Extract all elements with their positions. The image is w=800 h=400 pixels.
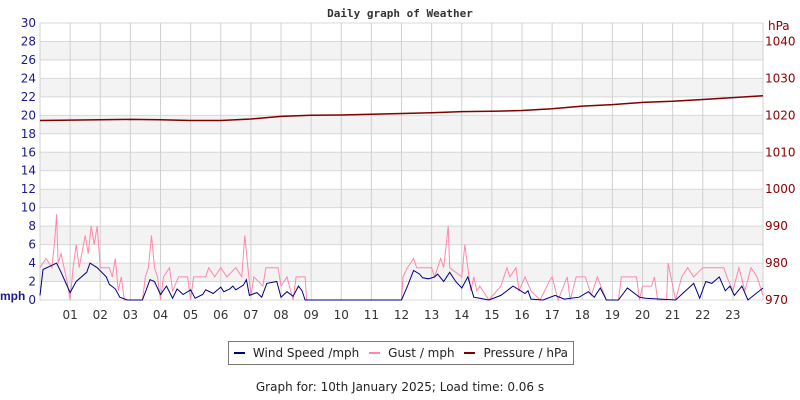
left-tick-label: 22 bbox=[21, 90, 36, 104]
pressure-swatch bbox=[464, 352, 476, 354]
right-tick-label: 1030 bbox=[765, 71, 796, 85]
x-tick-label: 05 bbox=[183, 308, 198, 322]
legend-label: Pressure / hPa bbox=[483, 346, 569, 360]
left-axis-label: mph bbox=[0, 289, 25, 303]
series-line-wind-speed bbox=[39, 262, 764, 301]
x-tick-label: 04 bbox=[153, 308, 168, 322]
wind-swatch bbox=[233, 352, 245, 354]
chart-title: Daily graph of Weather bbox=[327, 7, 473, 20]
series-lines bbox=[39, 95, 764, 302]
x-tick-label: 01 bbox=[62, 308, 77, 322]
grid bbox=[39, 22, 764, 301]
left-tick-label: 8 bbox=[28, 219, 36, 233]
x-tick-label: 10 bbox=[334, 308, 349, 322]
left-tick-label: 4 bbox=[28, 256, 36, 270]
x-tick-label: 21 bbox=[665, 308, 680, 322]
left-tick-label: 18 bbox=[21, 127, 36, 141]
right-tick-label: 970 bbox=[765, 293, 788, 307]
legend-item-pressure: Pressure / hPa bbox=[464, 346, 568, 360]
x-tick-label: 14 bbox=[454, 308, 469, 322]
axis-ticks: 0246810121416182022242628309709809901000… bbox=[21, 16, 796, 322]
legend-label: Gust / mph bbox=[388, 346, 455, 360]
left-tick-label: 0 bbox=[28, 293, 36, 307]
right-tick-label: 1000 bbox=[765, 182, 796, 196]
x-tick-label: 02 bbox=[93, 308, 108, 322]
legend-item-gust: Gust / mph bbox=[369, 346, 455, 360]
left-tick-label: 6 bbox=[28, 238, 36, 252]
x-tick-label: 22 bbox=[695, 308, 710, 322]
left-tick-label: 20 bbox=[21, 108, 36, 122]
x-tick-label: 20 bbox=[635, 308, 650, 322]
right-tick-label: 990 bbox=[765, 219, 788, 233]
x-tick-label: 03 bbox=[123, 308, 138, 322]
left-tick-label: 24 bbox=[21, 71, 36, 85]
x-tick-label: 15 bbox=[484, 308, 499, 322]
legend: Wind Speed /mph Gust / mph Pressure / hP… bbox=[228, 341, 574, 365]
x-tick-label: 13 bbox=[424, 308, 439, 322]
x-tick-label: 08 bbox=[273, 308, 288, 322]
footer-text: Graph for: 10th January 2025; Load time:… bbox=[255, 380, 545, 394]
left-tick-label: 10 bbox=[21, 201, 36, 215]
x-tick-label: 23 bbox=[725, 308, 740, 322]
right-tick-label: 1040 bbox=[765, 34, 796, 48]
x-tick-label: 12 bbox=[394, 308, 409, 322]
x-tick-label: 06 bbox=[213, 308, 228, 322]
legend-item-wind: Wind Speed /mph bbox=[233, 346, 360, 360]
x-tick-label: 17 bbox=[544, 308, 559, 322]
right-tick-label: 1020 bbox=[765, 108, 796, 122]
left-tick-label: 12 bbox=[21, 182, 36, 196]
x-tick-label: 11 bbox=[364, 308, 379, 322]
left-tick-label: 2 bbox=[28, 275, 36, 289]
left-tick-label: 14 bbox=[21, 164, 36, 178]
x-tick-label: 16 bbox=[514, 308, 529, 322]
left-tick-label: 30 bbox=[21, 16, 36, 30]
x-tick-label: 18 bbox=[575, 308, 590, 322]
series-line-pressure bbox=[39, 95, 764, 122]
left-tick-label: 26 bbox=[21, 53, 36, 67]
legend-label: Wind Speed /mph bbox=[252, 346, 360, 360]
right-tick-label: 980 bbox=[765, 256, 788, 270]
x-tick-label: 09 bbox=[303, 308, 318, 322]
x-tick-label: 07 bbox=[243, 308, 258, 322]
right-axis-label: hPa bbox=[768, 19, 790, 33]
right-tick-label: 1010 bbox=[765, 145, 796, 159]
x-tick-label: 19 bbox=[605, 308, 620, 322]
left-tick-label: 28 bbox=[21, 34, 36, 48]
gust-swatch bbox=[369, 352, 381, 354]
left-tick-label: 16 bbox=[21, 145, 36, 159]
